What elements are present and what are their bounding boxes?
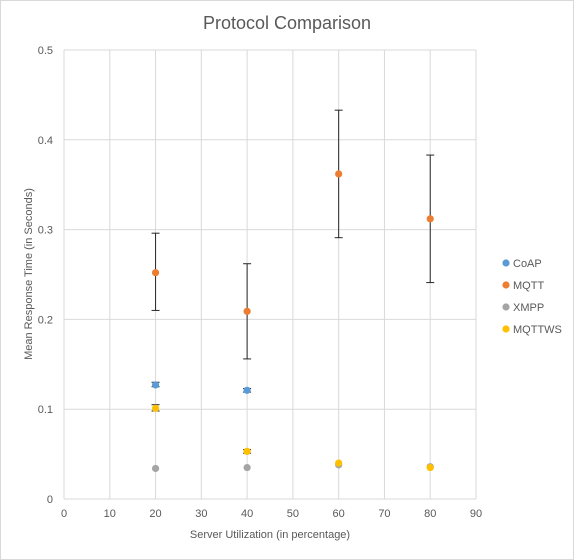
point-mqttws: [335, 459, 343, 467]
legend-marker: [502, 259, 510, 267]
legend-marker: [502, 281, 510, 289]
y-tick-label: 0.4: [38, 135, 53, 147]
x-tick-label: 90: [470, 508, 482, 520]
point-coap: [151, 381, 160, 389]
legend-item-coap: CoAP: [502, 258, 542, 270]
x-tick-label: 10: [104, 508, 116, 520]
legend-item-mqtt: MQTT: [502, 280, 544, 292]
point-mqttws: [151, 404, 160, 412]
y-tick-label: 0.3: [38, 225, 53, 237]
point-coap: [243, 386, 251, 394]
gridlines: [63, 49, 477, 500]
legend-label: MQTT: [513, 280, 544, 292]
point-mqttws: [243, 447, 251, 456]
legend-marker: [502, 325, 510, 333]
x-tick-label: 20: [149, 508, 161, 520]
y-axis-title: Mean Response Time (in Seconds): [23, 188, 35, 360]
y-tick-label: 0.2: [38, 314, 53, 326]
x-axis-title: Server Utilization (in percentage): [190, 529, 350, 541]
legend-label: XMPP: [513, 302, 544, 314]
point-xmpp: [151, 464, 160, 473]
point-mqtt: [426, 215, 434, 223]
legend-item-mqttws: MQTTWS: [502, 324, 562, 336]
legend-item-xmpp: XMPP: [502, 302, 544, 314]
point-mqtt: [335, 170, 343, 178]
tick-labels: 0 10 20 30 40 50 60 70 80 90 0 0.1 0.2 0.3 0.4 0.5: [38, 45, 482, 520]
data-points: [151, 170, 434, 473]
point-mqtt: [243, 307, 251, 315]
x-tick-label: 30: [195, 508, 207, 520]
x-tick-label: 40: [241, 508, 253, 520]
point-xmpp: [243, 463, 251, 472]
legend-marker: [502, 303, 510, 311]
y-tick-label: 0.5: [38, 45, 53, 57]
legend-label: MQTTWS: [513, 324, 562, 336]
x-tick-label: 50: [287, 508, 299, 520]
point-mqtt: [151, 269, 160, 277]
y-tick-label: 0.1: [38, 404, 53, 416]
point-mqttws: [426, 463, 434, 472]
chart-title: Protocol Comparison: [203, 13, 371, 33]
y-tick-label: 0: [47, 494, 53, 506]
x-tick-label: 70: [378, 508, 390, 520]
legend: CoAP MQTT XMPP MQTTWS: [502, 258, 562, 336]
x-tick-label: 60: [333, 508, 345, 520]
x-tick-label: 80: [424, 508, 436, 520]
x-tick-label: 0: [61, 508, 67, 520]
legend-label: CoAP: [513, 258, 542, 270]
